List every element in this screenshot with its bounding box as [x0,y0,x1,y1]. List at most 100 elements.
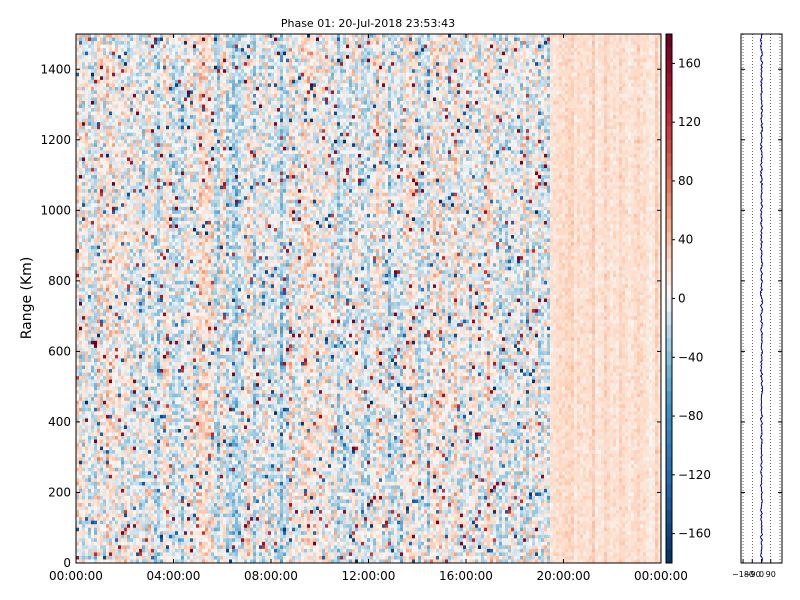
heatmap-cell [130,182,134,187]
heatmap-cell [106,520,110,525]
heatmap-cell [79,436,83,440]
heatmap-cell [85,90,89,95]
heatmap-cell [151,450,155,455]
heatmap-cell [76,146,80,151]
heatmap-cell [169,62,173,67]
heatmap-cell [172,238,176,243]
heatmap-cell [169,41,173,45]
heatmap-cell [109,333,113,338]
heatmap-cell [109,171,113,176]
heatmap-cell [118,231,122,236]
heatmap-cell [100,358,104,363]
heatmap-cell [124,160,128,165]
heatmap-cell [85,538,89,543]
heatmap-cell [91,199,95,204]
heatmap-cell [76,185,80,190]
heatmap-cell [85,224,89,229]
heatmap-cell [142,428,146,433]
heatmap-cell [109,192,113,197]
heatmap-cell [127,414,131,419]
heatmap-cell [76,376,80,381]
heatmap-cell [172,330,176,335]
heatmap-cell [127,224,131,229]
heatmap-cell [106,58,110,63]
heatmap-cell [94,414,98,419]
heatmap-cell [154,418,158,423]
heatmap-cell [100,37,104,42]
heatmap-cell [109,227,113,232]
heatmap-cell [103,69,107,74]
heatmap-cell [142,143,146,148]
heatmap-cell [85,407,89,412]
heatmap-cell [157,421,161,426]
heatmap-cell [133,432,137,437]
heatmap-cell [112,404,116,409]
heatmap-cell [172,464,176,469]
heatmap-cell [160,323,164,328]
heatmap-cell [106,224,110,229]
heatmap-cell [148,428,152,433]
heatmap-cell [136,421,140,426]
heatmap-cell [136,263,140,268]
heatmap-cell [106,235,110,239]
heatmap-cell [103,256,107,261]
heatmap-cell [163,90,167,95]
heatmap-cell [109,86,113,91]
heatmap-cell [82,400,86,405]
heatmap-cell [103,531,107,536]
heatmap-cell [115,450,119,455]
heatmap-cell [130,72,134,77]
heatmap-cell [154,249,158,254]
heatmap-cell [127,294,131,299]
heatmap-cell [103,76,107,81]
heatmap-cell [91,305,95,310]
heatmap-cell [130,390,134,395]
heatmap-cell [157,118,161,123]
heatmap-cell [76,199,80,204]
heatmap-cell [166,266,170,271]
heatmap-cell [124,76,128,81]
heatmap-cell [154,330,158,335]
heatmap-cell [121,175,125,179]
heatmap-cell [121,69,125,74]
heatmap-cell [136,294,140,299]
heatmap-cell [148,397,152,402]
heatmap-cell [139,326,143,331]
heatmap-cell [154,206,158,211]
heatmap-cell [133,555,137,560]
heatmap-cell [124,450,128,455]
heatmap-cell [142,503,146,507]
heatmap-cell [172,386,176,391]
heatmap-cell [82,175,86,179]
heatmap-cell [100,541,104,546]
heatmap-cell [103,390,107,395]
heatmap-cell [169,83,173,88]
heatmap-cell [139,242,143,246]
heatmap-cell [154,358,158,363]
heatmap-cell [79,97,83,102]
heatmap-cell [76,153,80,158]
heatmap-cell [139,376,143,381]
heatmap-cell [130,302,134,306]
heatmap-cell [172,160,176,165]
heatmap-cell [124,443,128,448]
heatmap-cell [112,428,116,433]
heatmap-cell [106,252,110,257]
heatmap-cell [124,249,128,254]
heatmap-cell [160,86,164,91]
heatmap-cell [133,372,137,377]
heatmap-cell [142,111,146,116]
heatmap-cell [97,499,101,504]
heatmap-cell [139,86,143,91]
heatmap-cell [142,86,146,91]
heatmap-cell [136,407,140,412]
heatmap-cell [133,337,137,342]
heatmap-cell [148,238,152,243]
heatmap-cell [130,513,134,518]
heatmap-cell [145,319,149,324]
heatmap-cell [148,58,152,63]
heatmap-cell [100,178,104,183]
heatmap-cell [76,249,80,254]
heatmap-cell [133,252,137,257]
heatmap-cell [145,503,149,507]
